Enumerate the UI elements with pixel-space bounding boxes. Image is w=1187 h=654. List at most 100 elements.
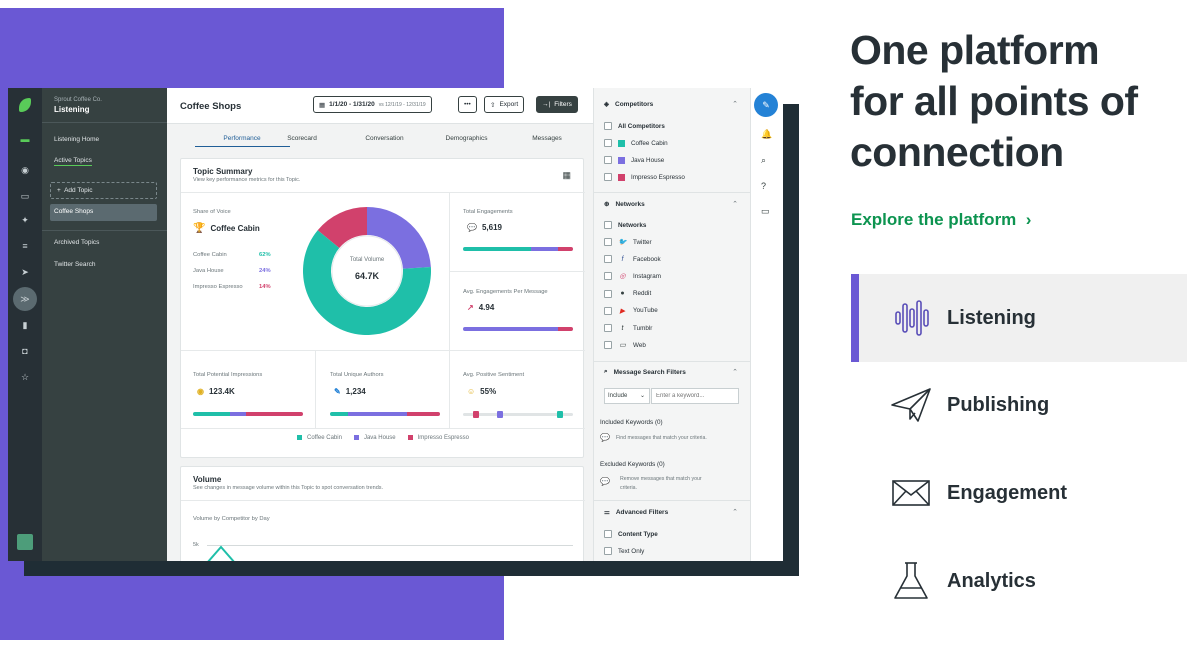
competitor-checkbox[interactable]: Impresso Espresso (604, 173, 685, 181)
export-button[interactable]: ⇧ Export (484, 96, 525, 113)
competitor-label: Java House (631, 156, 665, 164)
excluded-keywords-label: Excluded Keywords (0) (600, 461, 665, 468)
flask-icon (889, 561, 933, 601)
sentiment-scale (463, 411, 573, 418)
color-swatch (618, 173, 625, 181)
reports-icon[interactable]: ▮ (22, 319, 28, 330)
sound-wave-icon (891, 298, 935, 338)
all-competitors-checkbox[interactable]: All Competitors (604, 122, 665, 130)
total-engagements: 💬 5,619 (467, 223, 502, 232)
tab-messages[interactable]: Messages (532, 135, 562, 142)
send-icon[interactable]: ➤ (21, 266, 29, 277)
chevron-up-icon[interactable]: ⌃ (732, 201, 738, 208)
feature-publishing[interactable]: Publishing (851, 361, 1187, 449)
y-axis-tick: 5k (193, 542, 199, 548)
network-checkbox[interactable]: f Facebook (604, 255, 661, 264)
chat-bubbles-icon: 💬 (467, 223, 477, 232)
included-hint-text: Find messages that match your criteria. (615, 434, 707, 441)
impressions-label: Total Potential Impressions (193, 372, 263, 378)
search-icon[interactable]: ⌕ (761, 155, 767, 165)
network-checkbox[interactable]: ◎ Instagram (604, 272, 661, 281)
competitors-header[interactable]: ◈ Competitors (604, 100, 653, 109)
chevron-up-icon[interactable]: ⌃ (732, 101, 738, 108)
network-label: Twitter (633, 238, 652, 246)
sidebar-item-coffee-shops[interactable]: Coffee Shops (50, 204, 157, 221)
list-icon[interactable]: ≡ (22, 241, 28, 251)
legend-label: Impresso Espresso (417, 435, 469, 442)
network-checkbox[interactable]: ▶ YouTube (604, 306, 658, 315)
network-label: Reddit (633, 290, 652, 298)
networks-header[interactable]: ⊕ Networks (604, 200, 645, 209)
sprout-logo-icon[interactable] (17, 97, 33, 113)
sliders-icon: ⚌ (604, 509, 610, 516)
explore-platform-link[interactable]: Explore the platform › (851, 210, 1031, 230)
folder-icon[interactable]: ▬ (20, 134, 30, 144)
messages-icon[interactable]: ◉ (21, 164, 29, 175)
sidebar-item-active-topics[interactable]: Active Topics (54, 157, 92, 166)
add-topic-button[interactable]: + Add Topic (50, 182, 157, 199)
cell-divider (315, 350, 316, 428)
text-only-checkbox[interactable]: Text Only (604, 547, 644, 555)
sidebar-item-twitter-search[interactable]: Twitter Search (54, 261, 96, 268)
all-networks-checkbox[interactable]: Networks (604, 221, 646, 229)
sidebar-item-archived-topics[interactable]: Archived Topics (54, 239, 100, 246)
tab-conversation[interactable]: Conversation (365, 135, 404, 142)
sentiment-marker-java (497, 411, 503, 418)
sidebar-item-listening-home[interactable]: Listening Home (54, 136, 100, 143)
tab-performance[interactable]: Performance (223, 135, 261, 142)
message-search-header[interactable]: ⌕ Message Search Filters (604, 368, 686, 376)
network-checkbox[interactable]: ▭ Web (604, 341, 646, 350)
network-checkbox[interactable]: t Tumblr (604, 324, 652, 332)
hero-heading: One platform for all points of connectio… (850, 25, 1138, 178)
eye-icon: ◉ (197, 387, 204, 396)
network-checkbox[interactable]: 🐦 Twitter (604, 238, 652, 246)
listening-icon[interactable]: ≫ (13, 287, 37, 311)
excluded-hint-line-1: Remove messages that match your (620, 476, 702, 482)
competitor-label: Coffee Cabin (631, 139, 668, 147)
competitor-checkbox[interactable]: Java House (604, 156, 664, 164)
included-keywords-label: Included Keywords (0) (600, 419, 663, 426)
inbox-icon[interactable]: ▭ (20, 190, 30, 201)
cell-divider (449, 271, 585, 272)
network-label: YouTube (633, 307, 658, 315)
date-range-picker[interactable]: ▦ 1/1/20 - 1/31/20 vs 12/1/19 - 12/31/19 (313, 96, 432, 113)
brand-share-pct: 62% (259, 252, 271, 258)
help-icon[interactable]: ? (761, 181, 767, 191)
user-avatar[interactable] (17, 534, 33, 550)
pin-icon[interactable]: ✦ (21, 214, 29, 225)
compose-icon[interactable]: ✎ (754, 93, 778, 117)
web-icon: ▭ (619, 342, 626, 350)
feature-analytics[interactable]: Analytics (851, 537, 1187, 625)
include-select[interactable]: Include ⌄ (604, 388, 650, 404)
feature-engagement[interactable]: Engagement (851, 449, 1187, 537)
tab-scorecard[interactable]: Scorecard (287, 135, 317, 142)
color-swatch (618, 139, 625, 147)
legend-item: Coffee Cabin (297, 435, 342, 441)
excluded-hint-line-2: criteria. (620, 485, 638, 491)
filters-button[interactable]: →| Filters (536, 96, 578, 113)
more-options-button[interactable]: ••• (458, 96, 477, 113)
tab-demographics[interactable]: Demographics (445, 135, 488, 142)
chevron-up-icon[interactable]: ⌃ (732, 509, 738, 516)
chevron-up-icon[interactable]: ⌃ (732, 369, 738, 376)
card-subtitle: View key performance metrics for this To… (193, 177, 301, 183)
section-divider (594, 500, 751, 501)
table-view-icon[interactable]: ▦ (562, 170, 571, 180)
volume-line (207, 545, 235, 561)
advanced-filters-header[interactable]: ⚌ Advanced Filters (604, 508, 669, 517)
keyboard-icon[interactable]: ▭ (761, 206, 770, 216)
total-engagements-value: 5,619 (481, 223, 502, 232)
sidebar-divider (42, 122, 167, 123)
star-icon[interactable]: ☆ (20, 371, 30, 382)
advanced-filters-title: Advanced Filters (615, 508, 669, 516)
bell-icon[interactable]: 🔔 (761, 129, 773, 139)
content-type-checkbox[interactable]: Content Type (604, 530, 658, 538)
keyword-input[interactable] (651, 388, 739, 404)
bot-icon[interactable]: ◘ (22, 346, 28, 356)
keyword-remove-icon: 💬 (600, 477, 610, 486)
competitor-checkbox[interactable]: Coffee Cabin (604, 139, 668, 147)
all-networks-label: Networks (618, 221, 647, 229)
network-checkbox[interactable]: ● Reddit (604, 289, 652, 298)
feature-listening[interactable]: Listening (851, 274, 1187, 362)
